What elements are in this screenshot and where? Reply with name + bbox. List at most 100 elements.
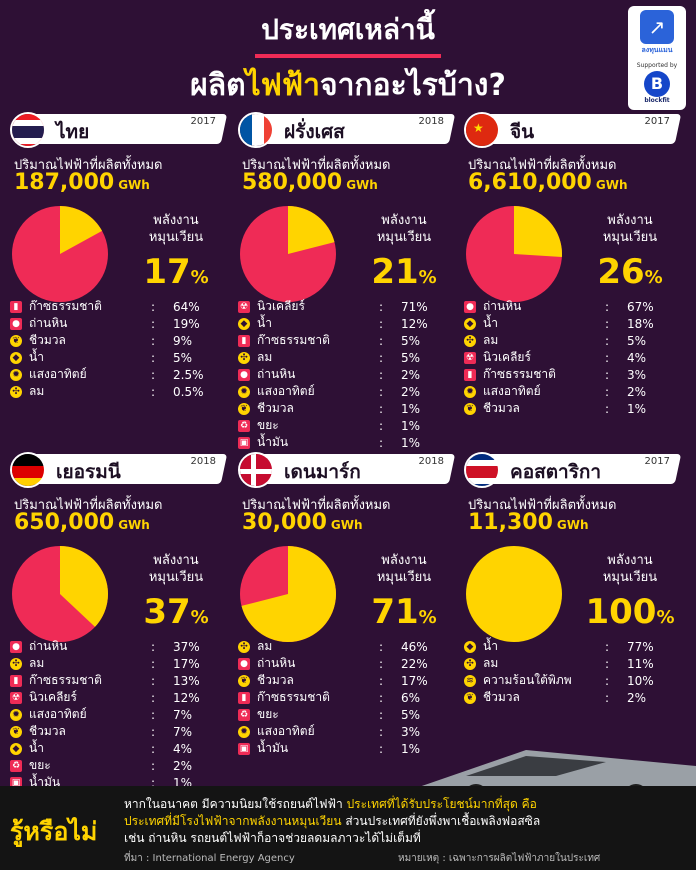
leaf-icon: ❦ (464, 691, 476, 704)
generation-unit: GWh (556, 518, 589, 532)
source-list: ☢ นิวเคลียร์ : 71% ◆ น้ำ : 12% ▮ ก๊าซธรร… (238, 298, 458, 451)
source-value: 4% (627, 350, 647, 365)
source-label: แสงอาทิตย์ (483, 384, 541, 398)
row-colon: : (604, 333, 610, 348)
costa-rica-flag-icon (464, 452, 500, 488)
source-row: ◆ น้ำ : 5% (10, 349, 230, 366)
renewable-value: 21% (354, 252, 454, 292)
source-value: 3% (401, 724, 421, 739)
row-colon: : (378, 639, 384, 654)
source-row: ● ถ่านหิน : 19% (10, 315, 230, 332)
generation-total: 30,000 (242, 510, 327, 535)
source-label: น้ำมัน (257, 741, 289, 755)
source-value: 10% (627, 673, 654, 688)
pie-slice-renewable (514, 206, 562, 258)
source-value: 77% (627, 639, 654, 654)
country-panel: เยอรมนี 2018 ปริมาณไฟฟ้าที่ผลิตทั้งหมด 6… (10, 452, 230, 792)
renewable-pct-symbol: % (418, 267, 437, 288)
row-colon: : (604, 384, 610, 399)
source-value: 7% (173, 707, 193, 722)
source-row: ✹ แสงอาทิตย์ : 3% (238, 723, 458, 740)
source-label: ความร้อนใต้พิภพ (483, 673, 572, 687)
source-row: ▣ น้ำมัน : 1% (238, 434, 458, 451)
germany-flag-icon (10, 452, 46, 488)
title-line2: ผลิตไฟฟ้าจากอะไรบ้าง? (0, 62, 696, 109)
title-line2-highlight: ไฟฟ้า (245, 68, 320, 103)
source-row: ✣ ลม : 5% (238, 349, 458, 366)
source-list: ◆ น้ำ : 77% ✣ ลม : 11% ≋ ความร้อนใต้พิภพ… (464, 638, 684, 706)
source-value: 5% (401, 350, 421, 365)
renewable-pie (240, 546, 336, 642)
source-row: ☢ นิวเคลียร์ : 4% (464, 349, 684, 366)
generation-unit: GWh (595, 178, 628, 192)
row-colon: : (378, 367, 384, 382)
country-header: เดนมาร์ก 2018 (238, 452, 458, 488)
source-value: 1% (401, 435, 421, 450)
title-line1: ประเทศเหล่านี้ (255, 8, 441, 58)
source-row: ◆ น้ำ : 77% (464, 638, 684, 655)
water-icon: ◆ (238, 317, 250, 330)
renewable-label: พลังงาน หมุนเวียน (354, 212, 454, 246)
china-flag-icon: ★ (464, 112, 500, 148)
row-colon: : (378, 690, 384, 705)
note-line2-highlight: ประเทศที่มีโรงไฟฟ้าจากพลังงานหมุนเวียน (124, 814, 342, 828)
source-value: 19% (173, 316, 200, 331)
sun-icon: ✹ (238, 385, 250, 398)
pie-slice-renewable (241, 546, 336, 642)
sun-icon: ✹ (10, 708, 22, 721)
row-colon: : (378, 418, 384, 433)
country-header: เยอรมนี 2018 (10, 452, 230, 488)
source-row: ▮ ก๊าซธรรมชาติ : 6% (238, 689, 458, 706)
source-value: 4% (173, 741, 193, 756)
row-colon: : (604, 401, 610, 416)
denmark-flag-icon (238, 452, 274, 488)
source-label: น้ำมัน (257, 435, 289, 449)
note-line2-b: ส่วนประเทศที่ยังพึ่งพาเชื้อเพลิงฟอสซิล (341, 814, 541, 828)
wind-icon: ✣ (464, 657, 476, 670)
wind-icon: ✣ (238, 640, 250, 653)
source-value: 2.5% (173, 367, 204, 382)
logo: ↗ ลงทุนแมน Supported by B blockfit (628, 6, 686, 110)
leaf-icon: ❦ (10, 334, 22, 347)
source-label: แสงอาทิตย์ (29, 367, 87, 381)
renewable-label-1: พลังงาน (153, 213, 199, 228)
source-value: 46% (401, 639, 428, 654)
sun-icon: ✹ (464, 385, 476, 398)
source-label: น้ำ (483, 316, 498, 330)
country-panel: ไทย 2017 ปริมาณไฟฟ้าที่ผลิตทั้งหมด 187,0… (10, 112, 230, 452)
source-label: แสงอาทิตย์ (257, 724, 315, 738)
source-value: 11% (627, 656, 654, 671)
country-name: ฝรั่งเศส (284, 121, 345, 143)
generation-total: 580,000 (242, 170, 343, 195)
nuclear-icon: ☢ (238, 300, 250, 313)
source-label: ถ่านหิน (483, 299, 522, 313)
coal-icon: ● (10, 640, 22, 653)
row-colon: : (150, 299, 156, 314)
source-label: ชีวมวล (483, 690, 520, 704)
generation-label: ปริมาณไฟฟ้าที่ผลิตทั้งหมด (242, 158, 391, 173)
row-colon: : (604, 690, 610, 705)
country-name: เยอรมนี (56, 461, 121, 483)
source-label: แสงอาทิตย์ (29, 707, 87, 721)
renewable-label-1: พลังงาน (607, 553, 653, 568)
source-label: ถ่านหิน (29, 639, 68, 653)
row-colon: : (604, 316, 610, 331)
row-colon: : (604, 639, 610, 654)
renewable-pct-symbol: % (418, 607, 437, 628)
row-colon: : (150, 384, 156, 399)
source-text: ที่มา : International Energy Agency (124, 853, 295, 864)
source-label: ถ่านหิน (257, 656, 296, 670)
renewable-value: 26% (580, 252, 680, 292)
source-value: 2% (401, 367, 421, 382)
renewable-label: พลังงาน หมุนเวียน (354, 552, 454, 586)
source-row: ❦ ชีวมวล : 1% (464, 400, 684, 417)
renewable-number: 26 (597, 252, 645, 292)
row-colon: : (378, 401, 384, 416)
source-row: ❦ ชีวมวล : 17% (238, 672, 458, 689)
source-row: ✣ ลม : 5% (464, 332, 684, 349)
pie-slice-renewable (466, 546, 562, 642)
source-label: ชีวมวล (257, 401, 294, 415)
france-flag-icon (238, 112, 274, 148)
country-header: ★ จีน 2017 (464, 112, 684, 148)
row-colon: : (378, 673, 384, 688)
